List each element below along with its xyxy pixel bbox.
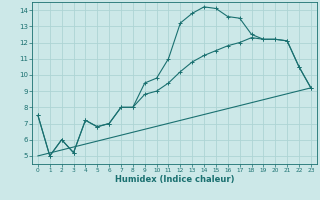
- X-axis label: Humidex (Indice chaleur): Humidex (Indice chaleur): [115, 175, 234, 184]
